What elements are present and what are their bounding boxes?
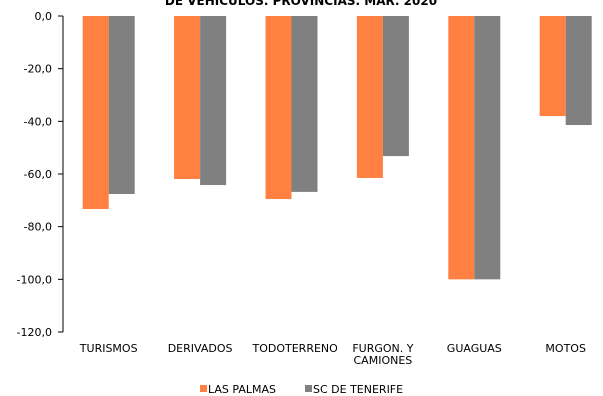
bar: [448, 16, 475, 280]
bar: [82, 16, 109, 210]
y-tick-label: -20,0: [24, 63, 52, 76]
x-tick-label: TODOTERRENO: [252, 342, 338, 355]
bar: [291, 16, 318, 192]
y-tick-label: -100,0: [17, 273, 52, 286]
legend-swatch: [200, 385, 207, 392]
bar: [474, 16, 501, 280]
legend-label: LAS PALMAS: [208, 383, 276, 396]
bar: [265, 16, 292, 200]
x-tick-label: GUAGUAS: [446, 342, 502, 355]
bar: [382, 16, 409, 157]
bar: [356, 16, 383, 178]
x-tick-label: FURGON. Y CAMIONES: [352, 342, 414, 367]
bar: [108, 16, 135, 195]
bar: [539, 16, 566, 117]
x-tick-label: MOTOS: [545, 342, 586, 355]
x-tick-label: DERIVADOS: [167, 342, 233, 355]
bar: [565, 16, 592, 126]
bar: [174, 16, 201, 180]
y-tick-label: -40,0: [24, 115, 52, 128]
bar: [200, 16, 227, 186]
legend-label: SC DE TENERIFE: [313, 383, 403, 396]
y-tick-label: -60,0: [24, 168, 52, 181]
chart-title: DE VEHÍCULOS. PROVINCIAS. MAR. 2020: [165, 0, 437, 8]
legend-swatch: [305, 385, 312, 392]
x-tick-label: TURISMOS: [79, 342, 138, 355]
y-tick-label: 0,0: [35, 10, 53, 23]
y-tick-label: -80,0: [24, 221, 52, 234]
y-tick-label: -120,0: [17, 326, 52, 339]
